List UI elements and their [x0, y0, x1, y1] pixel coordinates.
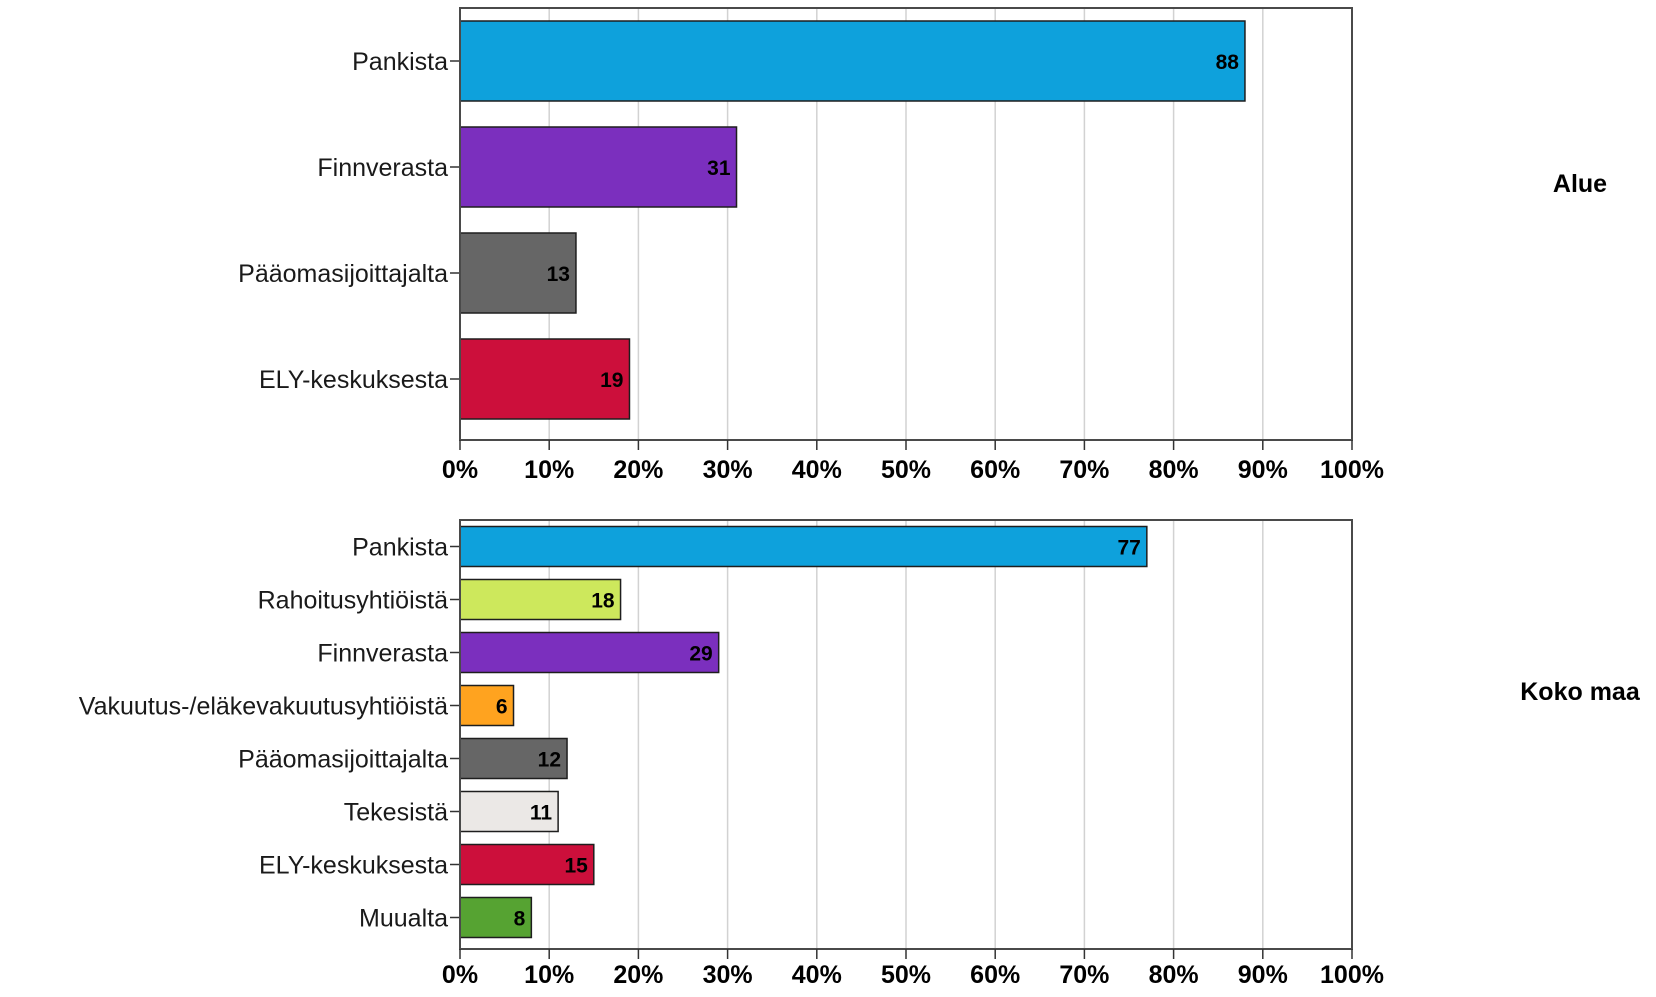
x-tick-label: 80%	[1149, 961, 1199, 989]
chart-panel-1: Pankista 88 Finnverasta 31 Pääomasijoittajal…	[238, 7, 1607, 484]
data-label: 19	[600, 369, 623, 392]
bar	[459, 578, 622, 621]
x-tick-label: 80%	[1149, 456, 1199, 484]
data-label: 13	[547, 263, 570, 286]
panel-label: Alue	[1553, 170, 1607, 198]
bar	[459, 631, 720, 674]
bar	[459, 684, 515, 727]
category-label: Muualta	[359, 905, 448, 933]
x-tick-label: 0%	[442, 961, 478, 989]
x-tick-label: 40%	[792, 456, 842, 484]
bar	[459, 126, 738, 208]
x-tick-label: 70%	[1059, 456, 1109, 484]
x-tick-label: 60%	[970, 456, 1020, 484]
bar	[459, 20, 1246, 102]
x-tick-label: 50%	[881, 961, 931, 989]
x-tick-label: 30%	[703, 961, 753, 989]
bar	[459, 525, 1148, 568]
data-label: 29	[689, 643, 712, 666]
data-label: 77	[1117, 537, 1140, 560]
x-tick-label: 40%	[792, 961, 842, 989]
data-label: 8	[514, 908, 526, 931]
category-label: Pääomasijoittajalta	[238, 746, 448, 774]
chart-panel-2: Pankista 77 Rahoitusyhtiöistä 18 Finnverasta…	[79, 519, 1641, 989]
x-tick-label: 10%	[524, 961, 574, 989]
x-tick-label: 0%	[442, 456, 478, 484]
category-label: Pankista	[352, 534, 448, 562]
bar	[459, 737, 568, 780]
category-label: Rahoitusyhtiöistä	[258, 587, 448, 615]
x-tick-label: 50%	[881, 456, 931, 484]
x-tick-label: 20%	[613, 961, 663, 989]
category-label: Tekesistä	[344, 799, 448, 827]
data-label: 18	[591, 590, 615, 613]
panel-label: Koko maa	[1520, 678, 1641, 706]
data-label: 15	[564, 855, 588, 878]
bar	[459, 843, 595, 886]
data-label: 6	[496, 696, 508, 719]
category-label: ELY-keskuksesta	[259, 366, 448, 394]
x-tick-label: 90%	[1238, 456, 1288, 484]
x-tick-label: 10%	[524, 456, 574, 484]
data-label: 88	[1216, 51, 1240, 74]
category-label: Pankista	[352, 48, 448, 76]
x-tick-label: 60%	[970, 961, 1020, 989]
x-tick-label: 90%	[1238, 961, 1288, 989]
bar	[459, 896, 533, 939]
bar	[459, 232, 577, 314]
category-label: Finnverasta	[317, 640, 448, 668]
x-tick-label: 30%	[703, 456, 753, 484]
x-tick-label: 100%	[1320, 456, 1384, 484]
x-tick-label: 70%	[1059, 961, 1109, 989]
x-tick-label: 20%	[613, 456, 663, 484]
data-label: 12	[538, 749, 561, 772]
category-label: ELY-keskuksesta	[259, 852, 448, 880]
category-label: Vakuutus-/eläkevakuutusyhtiöistä	[79, 693, 448, 721]
x-tick-label: 100%	[1320, 961, 1384, 989]
category-label: Finnverasta	[317, 154, 448, 182]
data-label: 11	[530, 802, 553, 825]
data-label: 31	[707, 157, 731, 180]
category-label: Pääomasijoittajalta	[238, 260, 448, 288]
bar	[459, 338, 631, 420]
